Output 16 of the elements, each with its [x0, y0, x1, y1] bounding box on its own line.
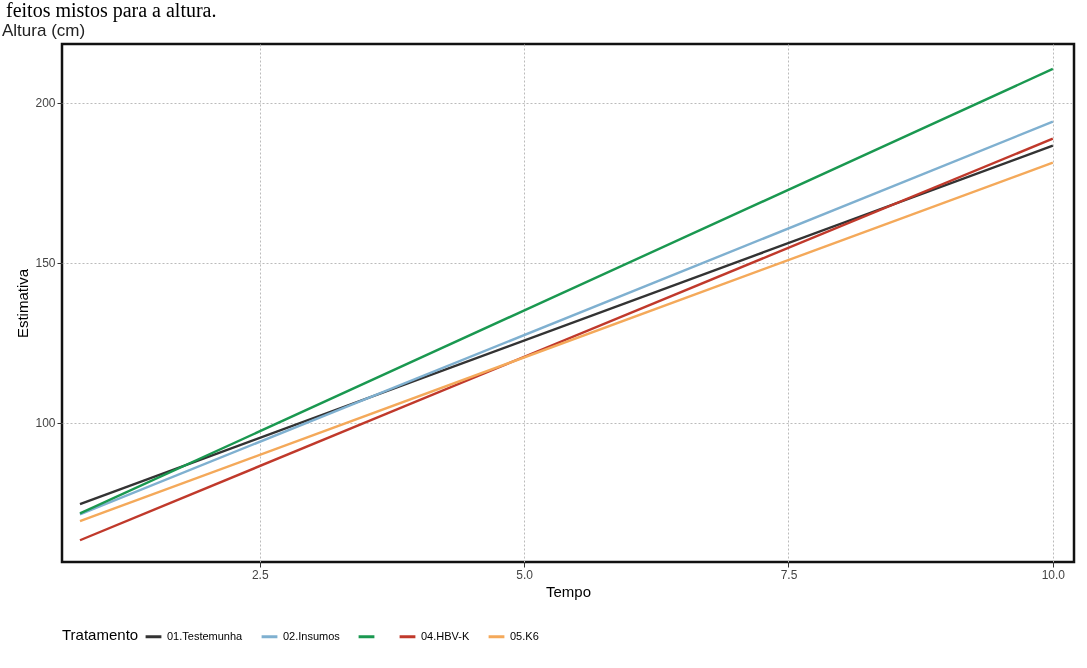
legend-title: Tratamento	[62, 626, 139, 643]
x-tick-label: 5.0	[516, 567, 534, 582]
x-tick-label: 10.0	[1041, 567, 1066, 582]
y-axis-title: Estimativa	[14, 268, 32, 339]
x-tick-label: 7.5	[780, 567, 798, 582]
y-tick-label: 200	[35, 96, 56, 111]
legend-label: 02.Insumos	[283, 629, 341, 642]
legend-label: 04.HBV-K	[421, 629, 470, 642]
x-tick-label: 2.5	[251, 567, 269, 582]
x-axis-title: Tempo	[545, 582, 592, 600]
legend-label: 01.Testemunha	[167, 629, 244, 642]
text: feitos mistos para a altura.	[6, 0, 217, 21]
legend-label: 05.K6	[510, 629, 539, 642]
chart-title: Altura (cm)	[2, 21, 86, 40]
y-tick-label: 100	[35, 416, 56, 431]
y-tick-label: 150	[35, 256, 56, 271]
